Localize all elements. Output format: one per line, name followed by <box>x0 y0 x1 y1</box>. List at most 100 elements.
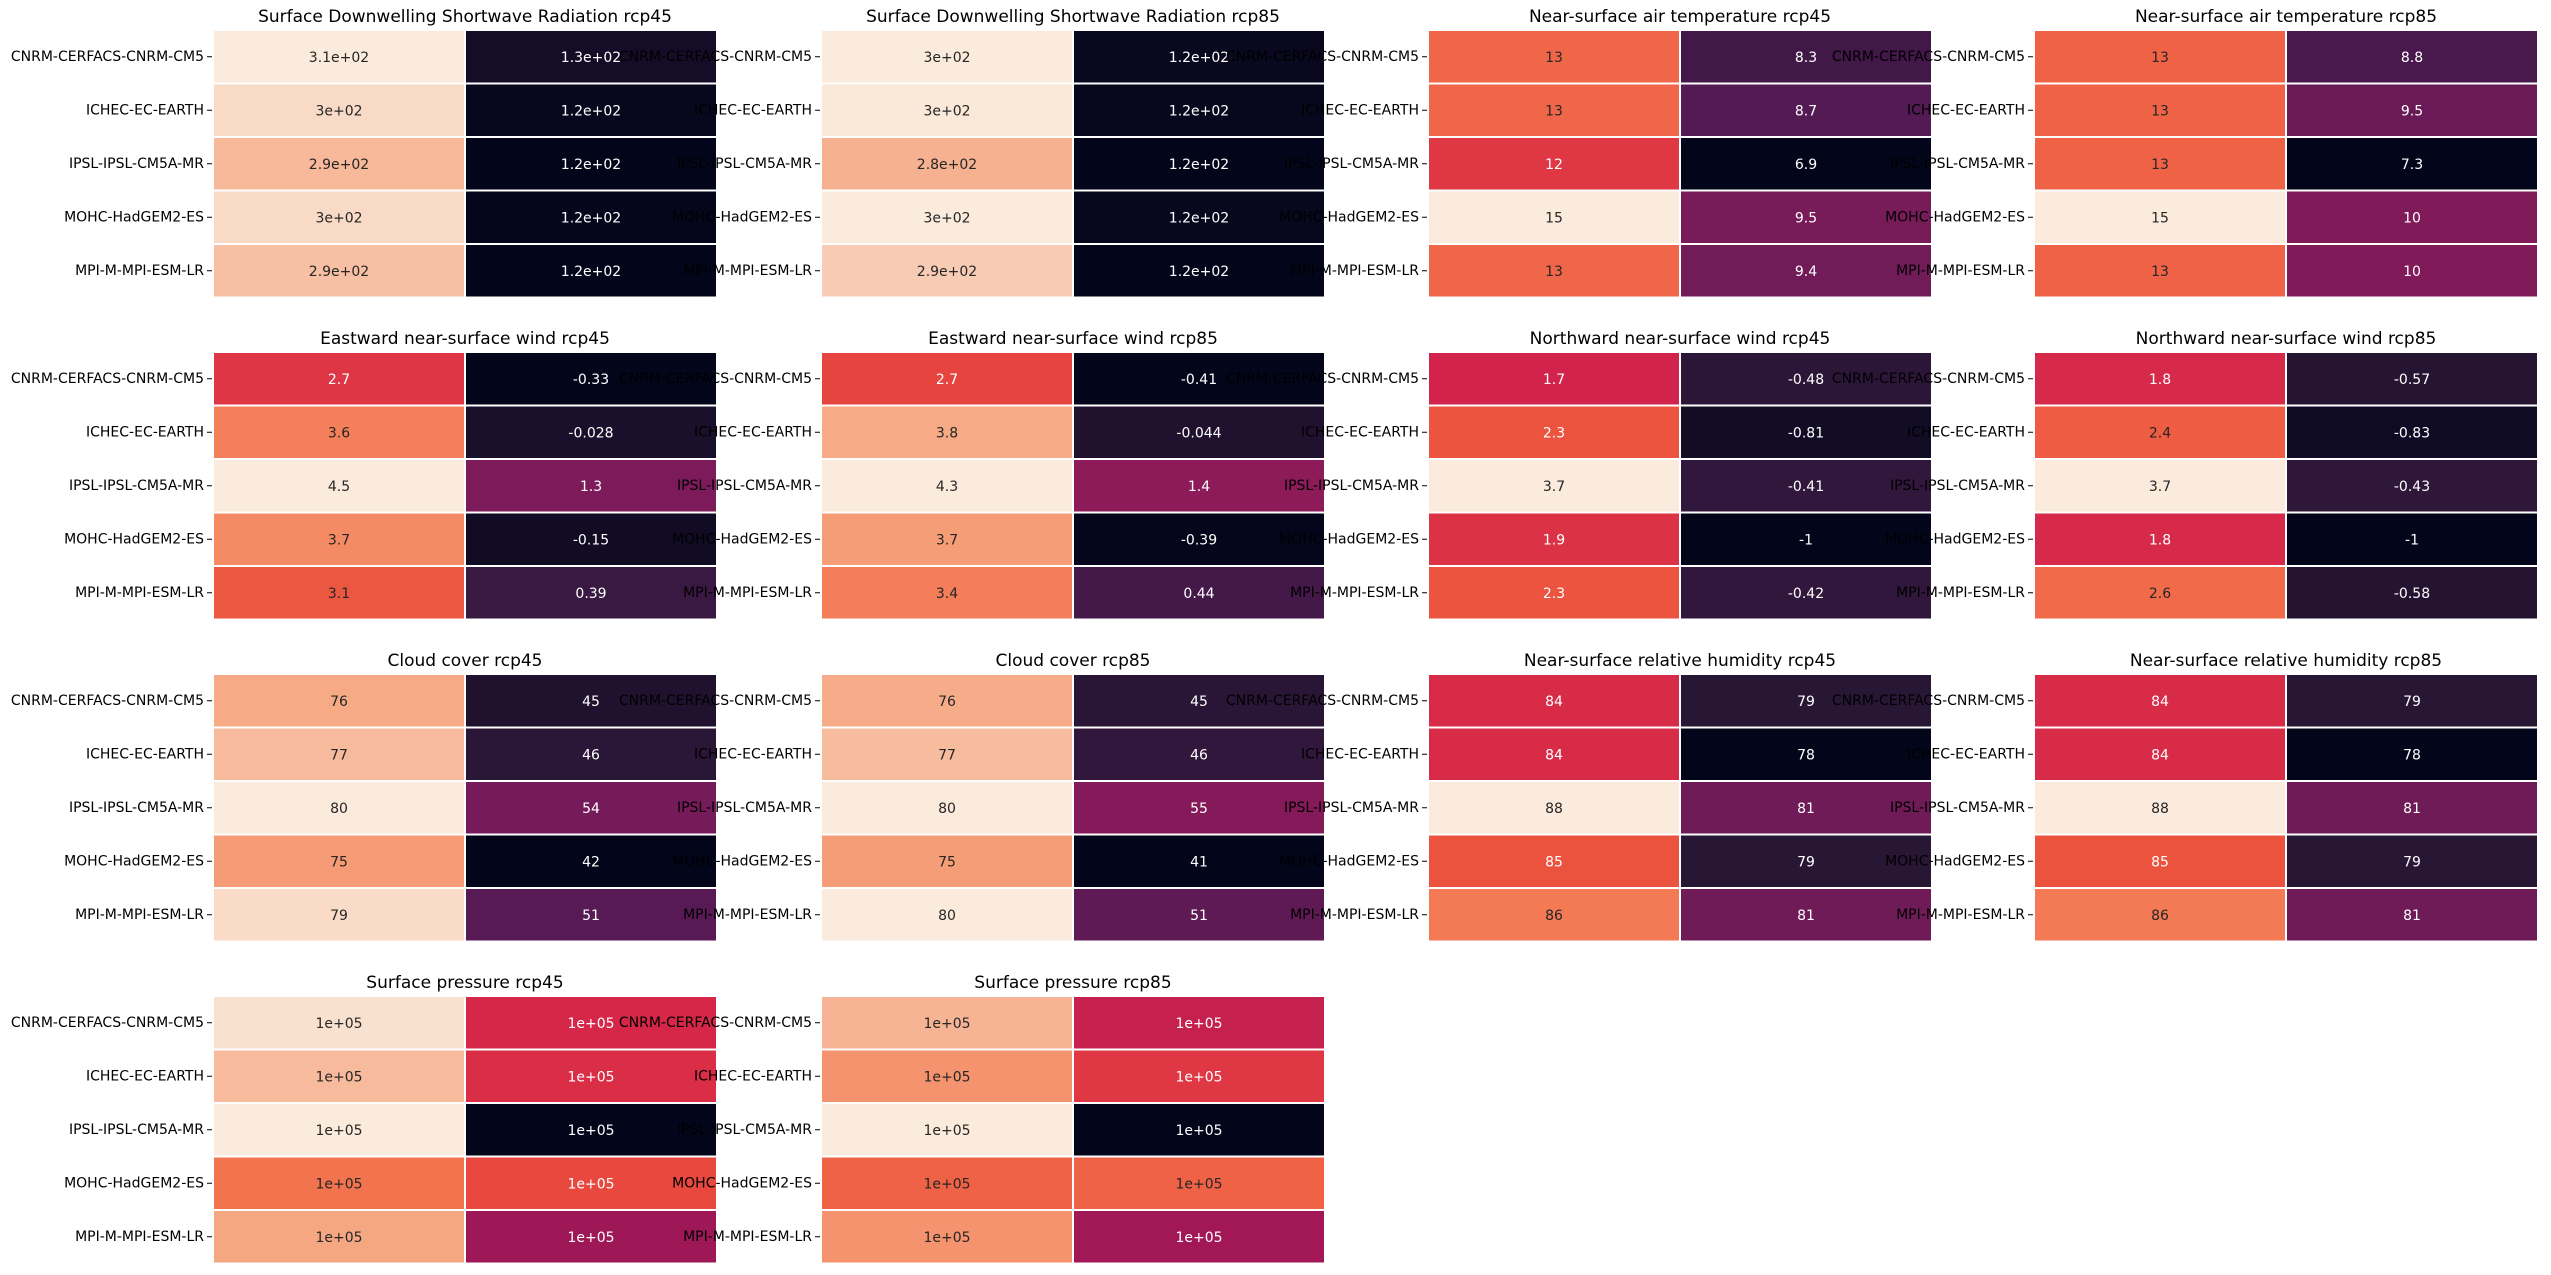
panel-10-row-label: MOHC-HadGEM2-ES <box>1279 853 1419 869</box>
panel-11-cell-label: 84 <box>2151 694 2169 710</box>
panel-3-cell-label: 15 <box>2151 210 2169 226</box>
panel-8-cell <box>464 673 718 729</box>
panel-10-title: Near-surface relative humidity rcp45 <box>1524 651 1836 671</box>
panel-4-row-label: CNRM-CERFACS-CNRM-CM5 <box>11 371 204 387</box>
panel-4-cell <box>464 351 718 407</box>
panel-8-cell <box>212 833 466 889</box>
panel-1-cell-label: 2.8e+02 <box>917 157 977 173</box>
panel-0-cell-label: 1.3e+02 <box>561 50 621 66</box>
panel-2-cell-label: 12 <box>1545 157 1563 173</box>
panel-0-cell-label: 1.2e+02 <box>561 264 621 280</box>
panel-7-cell-label: 3.7 <box>2149 479 2171 495</box>
panel-0-cell-label: 2.9e+02 <box>309 157 369 173</box>
panel-9-cell-label: 45 <box>1190 694 1208 710</box>
panel-7-cell <box>2285 565 2539 621</box>
panel-9-cell <box>1072 726 1326 782</box>
panel-4-cell-label: -0.028 <box>568 425 613 441</box>
panel-10-row-label: MPI-M-MPI-ESM-LR <box>1290 907 1419 923</box>
panel-11-row-label: MPI-M-MPI-ESM-LR <box>1896 907 2025 923</box>
panel-6-cell-label: -1 <box>1799 532 1813 548</box>
panel-8-cell <box>212 780 466 836</box>
panel-0-cell <box>212 82 466 138</box>
panel-6-cell-label: 2.3 <box>1543 586 1565 602</box>
panel-12-cell-label: 1e+05 <box>315 1123 362 1139</box>
panel-4-cell <box>464 565 718 621</box>
panel-13-cell <box>1072 1155 1326 1211</box>
panel-13-cell-label: 1e+05 <box>1175 1069 1222 1085</box>
panel-8-cell-label: 80 <box>330 801 348 817</box>
panel-11-cell <box>2285 833 2539 889</box>
panel-0-cell <box>464 189 718 245</box>
panel-9-cell <box>820 780 1074 836</box>
panel-1-cell-label: 1.2e+02 <box>1169 103 1229 119</box>
panel-4-cell <box>212 351 466 407</box>
panel-11-cell-label: 78 <box>2403 747 2421 763</box>
panel-3-cell-label: 13 <box>2151 50 2169 66</box>
panel-3-cell <box>2033 189 2287 245</box>
panel-8-cell <box>464 780 718 836</box>
panel-8-cell <box>464 726 718 782</box>
panel-7-cell-label: -0.83 <box>2394 425 2430 441</box>
panel-6-cell <box>1427 458 1681 514</box>
panel-1-cell <box>820 243 1074 299</box>
panel-7-cell-label: 1.8 <box>2149 532 2171 548</box>
panel-9-cell-label: 41 <box>1190 854 1208 870</box>
panel-3-cell <box>2285 243 2539 299</box>
panel-2-cell <box>1679 29 1933 85</box>
panel-3-cell <box>2033 243 2287 299</box>
panel-3-title: Near-surface air temperature rcp85 <box>2135 7 2437 27</box>
panel-1-cell <box>820 136 1074 192</box>
panel-10-cell-label: 88 <box>1545 801 1563 817</box>
panel-13-cell <box>1072 1102 1326 1158</box>
panel-11-cell <box>2033 780 2287 836</box>
panel-3-cell-label: 7.3 <box>2401 157 2423 173</box>
panel-5-cell-label: -0.39 <box>1181 532 1217 548</box>
panel-3-cell <box>2285 136 2539 192</box>
panel-9-row-label: MOHC-HadGEM2-ES <box>672 853 812 869</box>
panel-7-cell <box>2033 458 2287 514</box>
panel-8-cell-label: 76 <box>330 694 348 710</box>
panel-1-cell <box>1072 29 1326 85</box>
panel-4-row-label: ICHEC-EC-EARTH <box>86 424 204 440</box>
panel-2-title: Near-surface air temperature rcp45 <box>1529 7 1831 27</box>
panel-13-cell <box>820 1209 1074 1265</box>
panel-2-cell <box>1427 189 1681 245</box>
panel-12-row-label: CNRM-CERFACS-CNRM-CM5 <box>11 1015 204 1031</box>
panel-11-cell-label: 79 <box>2403 694 2421 710</box>
panel-5-cell <box>820 404 1074 460</box>
panel-2-row-label: ICHEC-EC-EARTH <box>1301 102 1419 118</box>
panel-2-cell <box>1427 29 1681 85</box>
panel-9-cell-label: 80 <box>938 801 956 817</box>
panel-1-row-label: IPSL-IPSL-CM5A-MR <box>677 156 812 172</box>
panel-8-cell-label: 79 <box>330 908 348 924</box>
panel-4-cell <box>212 565 466 621</box>
panel-1-cell-label: 2.9e+02 <box>917 264 977 280</box>
panel-13-row-label: MPI-M-MPI-ESM-LR <box>683 1229 812 1245</box>
panel-11-cell <box>2033 833 2287 889</box>
panel-12-cell <box>464 1209 718 1265</box>
panel-13-cell-label: 1e+05 <box>1175 1123 1222 1139</box>
panel-10-cell-label: 78 <box>1797 747 1815 763</box>
panel-3-cell-label: 13 <box>2151 103 2169 119</box>
panel-8-cell-label: 54 <box>582 801 600 817</box>
panel-8-cell-label: 42 <box>582 854 600 870</box>
panel-5-cell-label: 2.7 <box>936 372 958 388</box>
panel-4-row-label: MOHC-HadGEM2-ES <box>64 531 204 547</box>
panel-12-row-label: MOHC-HadGEM2-ES <box>64 1175 204 1191</box>
panel-0-cell-label: 3e+02 <box>315 210 362 226</box>
panel-5-cell-label: 3.7 <box>936 532 958 548</box>
panel-5-cell <box>1072 458 1326 514</box>
panel-7-cell-label: -0.58 <box>2394 586 2430 602</box>
panel-13-cell-label: 1e+05 <box>1175 1016 1222 1032</box>
panel-4-cell <box>212 404 466 460</box>
panel-10-cell-label: 84 <box>1545 694 1563 710</box>
panel-1-cell-label: 1.2e+02 <box>1169 157 1229 173</box>
panel-4-cell-label: 4.5 <box>328 479 350 495</box>
panel-5-cell <box>1072 511 1326 567</box>
panel-1-row-label: ICHEC-EC-EARTH <box>694 102 812 118</box>
panel-8-cell-label: 51 <box>582 908 600 924</box>
panel-11-row-label: IPSL-IPSL-CM5A-MR <box>1890 800 2025 816</box>
panel-10-cell <box>1679 726 1933 782</box>
panel-13-cell-label: 1e+05 <box>923 1016 970 1032</box>
panel-7-cell <box>2033 565 2287 621</box>
